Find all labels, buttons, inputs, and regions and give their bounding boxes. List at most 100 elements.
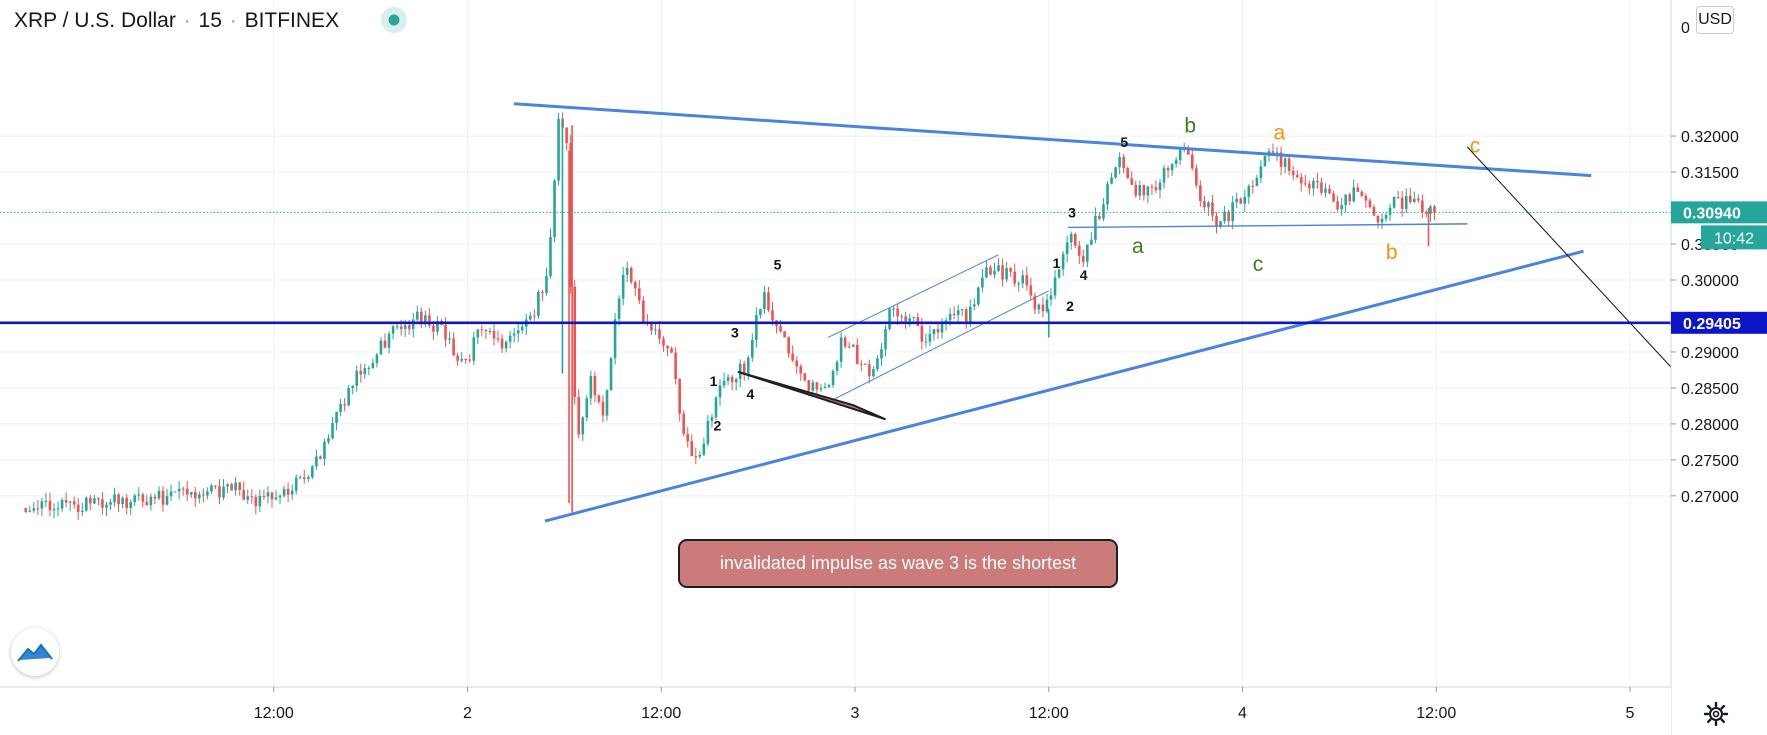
candle-body	[1239, 198, 1243, 204]
candle-body	[335, 411, 338, 424]
candle-body	[1384, 215, 1388, 219]
trendline-handle	[388, 14, 400, 26]
candle-body	[206, 491, 209, 496]
candle-body	[286, 488, 290, 495]
candle-body	[476, 329, 480, 338]
candle-body	[36, 508, 40, 510]
candle-body	[452, 338, 455, 356]
candle-body	[843, 337, 847, 347]
candle-body	[460, 358, 463, 361]
candle-body	[1195, 168, 1198, 186]
candle-body	[121, 497, 124, 505]
candle-body	[787, 337, 790, 354]
candle-body	[415, 311, 419, 320]
candle-body	[307, 477, 310, 479]
candle-body	[537, 291, 540, 316]
candle-body	[593, 376, 597, 396]
candle-body	[1429, 206, 1432, 214]
candle-body	[831, 370, 835, 386]
candle-body	[1243, 196, 1247, 204]
candle-body	[884, 328, 887, 350]
candle-body	[28, 510, 32, 512]
candle-body	[331, 423, 334, 439]
wave-label: c	[1470, 134, 1481, 157]
candle-body	[520, 326, 524, 331]
candle-body	[694, 456, 698, 458]
candle-body	[1275, 152, 1279, 154]
candle-body	[1425, 212, 1428, 214]
candle-body	[815, 382, 819, 390]
wave-label: a	[1132, 235, 1144, 258]
candle-body	[1308, 183, 1311, 189]
candle-body	[113, 494, 116, 503]
candle-body	[60, 500, 64, 509]
candle-body	[218, 486, 221, 498]
settings-gear-icon[interactable]	[1700, 698, 1732, 730]
y-axis-tick-label-partial: 0	[1681, 20, 1690, 37]
candle-body	[193, 492, 197, 499]
candle-body	[432, 325, 435, 332]
candle-body	[1299, 177, 1303, 184]
candle-body	[508, 335, 512, 342]
candle-body	[44, 501, 48, 503]
candle-body	[726, 376, 730, 381]
wave-label: 1	[710, 373, 718, 389]
candle-body	[880, 349, 883, 359]
candle-body	[198, 494, 201, 499]
candle-body	[1400, 197, 1404, 209]
candle-body	[375, 354, 379, 364]
candle-body	[250, 496, 254, 498]
wave-label: b	[1386, 241, 1398, 264]
candle-body	[1033, 295, 1037, 310]
candle-body	[1077, 245, 1081, 256]
annotation-callout[interactable]: invalidated impulse as wave 3 is the sho…	[678, 539, 1118, 588]
candle-body	[298, 477, 302, 479]
candle-body	[549, 236, 552, 277]
candle-body	[48, 501, 52, 511]
candle-body	[690, 441, 694, 457]
candle-body	[1215, 215, 1218, 227]
candle-body	[1154, 187, 1158, 191]
candle-body	[311, 466, 314, 478]
candle-body	[1263, 156, 1267, 167]
candle-body	[1122, 157, 1125, 169]
candle-body	[1291, 170, 1295, 176]
candle-body	[1356, 187, 1360, 192]
candle-body	[315, 456, 318, 467]
candle-body	[89, 497, 92, 504]
tradingview-logo-icon[interactable]	[11, 628, 59, 676]
candle-body	[859, 363, 863, 365]
candle-body	[222, 486, 225, 498]
candle-body	[1162, 168, 1166, 183]
candle-body	[117, 494, 120, 505]
candle-body	[141, 494, 145, 502]
candle-body	[1396, 197, 1400, 199]
candle-body	[1138, 185, 1142, 196]
candle-body	[496, 338, 500, 340]
candles	[24, 112, 1436, 520]
candle-body	[1324, 188, 1327, 193]
candle-body	[985, 267, 988, 278]
currency-button[interactable]: USD	[1696, 6, 1734, 34]
candle-body	[1255, 177, 1259, 186]
candle-body	[1344, 194, 1347, 206]
candle-body	[484, 329, 488, 331]
candle-body	[904, 316, 907, 322]
symbol-title[interactable]: XRP / U.S. Dollar · 15 · BITFINEX	[14, 9, 339, 33]
candle-body	[1199, 185, 1202, 201]
candle-body	[387, 333, 391, 348]
candle-body	[177, 488, 181, 492]
candle-body	[391, 326, 395, 334]
candle-body	[1352, 187, 1356, 202]
candle-body	[997, 265, 1000, 271]
candle-body	[734, 379, 738, 383]
candle-body	[52, 509, 56, 511]
candle-body	[84, 497, 88, 511]
candle-body	[165, 496, 169, 505]
candle-body	[1190, 154, 1194, 169]
candle-body	[811, 382, 815, 391]
candle-body	[799, 366, 803, 374]
candle-body	[940, 322, 944, 333]
